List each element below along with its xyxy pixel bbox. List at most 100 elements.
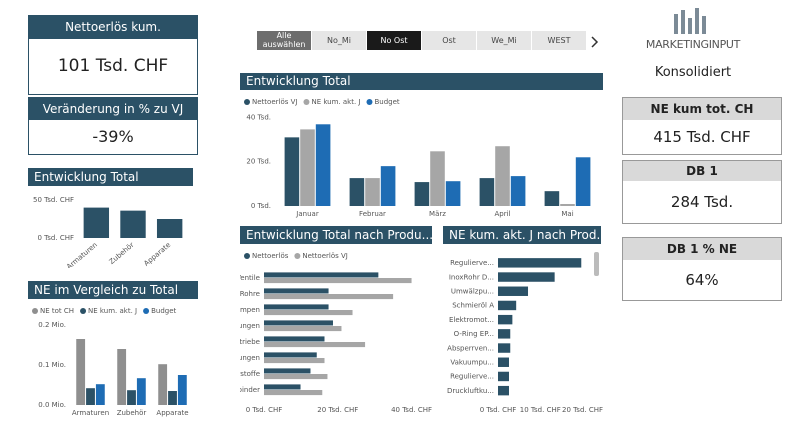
bar: [498, 286, 529, 296]
y-tick-label: 40 Tsd.: [246, 113, 271, 121]
bar: [95, 384, 105, 405]
bar: [264, 336, 325, 342]
y-tick-label: Dichtungen: [240, 322, 260, 330]
kpi-card: Veränderung in % zu VJ -39%: [28, 97, 198, 155]
bar: [498, 371, 509, 382]
bar: [498, 329, 511, 339]
kpi-title: NE kum tot. CH: [623, 98, 781, 120]
slicer-button[interactable]: WEST: [532, 31, 586, 50]
bar: [177, 375, 187, 405]
kpi-title: Nettoerlös kum.: [29, 16, 197, 39]
y-tick-label: Elektromot...: [449, 316, 494, 324]
chart: NE tot CH NE kum. akt. J Budget 0.0 Mio. 0.1…: [32, 307, 189, 417]
x-tick-label: Zubehör: [108, 241, 136, 266]
bar: [495, 146, 510, 206]
bar: [120, 210, 146, 238]
bar: [127, 390, 136, 405]
bar: [136, 378, 146, 405]
bar: [498, 300, 517, 311]
x-tick-label: 20 Tsd. CHF: [562, 406, 603, 414]
bar: [479, 178, 495, 206]
slicer-button[interactable]: Alle auswählen: [257, 31, 311, 50]
x-tick-label: April: [495, 210, 511, 218]
bar: [86, 388, 95, 405]
y-tick-label: Absperrven...: [447, 344, 494, 352]
chart-title: Entwicklung Total nach Produ...: [240, 226, 432, 244]
bar: [264, 374, 328, 380]
bar: [430, 151, 445, 206]
bar: [264, 320, 333, 326]
brand-name: MARKETINGINPUT: [645, 38, 741, 51]
bar: [315, 124, 331, 206]
kpi-card: DB 1 % NE 64%: [622, 237, 782, 301]
bar: [264, 384, 301, 390]
bar: [264, 358, 325, 364]
bar: [264, 352, 317, 358]
legend-marker: [294, 253, 301, 259]
slicer-next[interactable]: [589, 34, 601, 50]
y-tick-label: Schmieröl A: [452, 302, 494, 310]
bar: [498, 343, 511, 353]
y-tick-label: 0 Tsd. CHF: [37, 234, 74, 242]
bar: [156, 219, 183, 238]
y-tick-label: 50 Tsd. CHF: [33, 196, 74, 204]
slicer-button[interactable]: Ost: [422, 31, 476, 50]
legend-label: NE kum. akt. J: [311, 98, 360, 106]
bar: [498, 357, 509, 367]
bar: [365, 178, 380, 206]
y-tick-label: Rohre: [240, 290, 260, 298]
legend-marker: [32, 308, 38, 314]
bar: [264, 310, 353, 316]
x-tick-label: Januar: [295, 210, 319, 218]
y-tick-label: O-Ring EP...: [454, 330, 494, 338]
bar: [264, 272, 379, 278]
bar: [284, 137, 300, 206]
bar: [76, 339, 86, 405]
y-tick-label: Regulierve...: [450, 259, 494, 267]
x-tick-label: Zubehör: [117, 409, 147, 417]
x-tick-label: Armaturen: [72, 409, 109, 417]
slicer-button[interactable]: No Ost: [367, 31, 421, 50]
bar: [264, 390, 323, 396]
kpi-value: 415 Tsd. CHF: [653, 128, 751, 146]
bar: [380, 166, 396, 206]
legend-marker: [366, 99, 373, 105]
brand-subtitle: Konsolidiert: [654, 65, 732, 80]
chart: Nettoerlös Nettoerlös VJ 0 Tsd. CHF 20 Tsd.…: [240, 252, 432, 414]
chart-title: NE im Vergleich zu Total: [28, 281, 198, 299]
bar: [498, 314, 513, 325]
x-tick-label: 10 Tsd. CHF: [520, 406, 561, 414]
kpi-card: Nettoerlös kum. 101 Tsd. CHF: [28, 15, 198, 95]
chart: Nettoerlös VJ NE kum. akt. J Budget 0 Tsd. 2…: [244, 98, 591, 218]
legend-marker: [143, 308, 150, 314]
x-tick-label: Armaturen: [65, 241, 99, 268]
legend-label: NE tot CH: [40, 307, 74, 315]
y-tick-label: 0.2 Mio.: [38, 321, 66, 329]
bar: [264, 304, 329, 310]
y-tick-label: Antriebe: [240, 338, 260, 346]
x-tick-label: 40 Tsd. CHF: [391, 406, 432, 414]
x-tick-label: 0 Tsd. CHF: [246, 406, 283, 414]
x-tick-label: 0 Tsd. CHF: [480, 406, 517, 414]
chart-title: NE kum. akt. J nach Prod...: [443, 226, 601, 244]
kpi-card: NE kum tot. CH 415 Tsd. CHF: [622, 97, 782, 155]
kpi-title: DB 1: [623, 161, 781, 181]
legend-marker: [244, 253, 250, 259]
y-tick-label: Ventile: [240, 274, 260, 282]
bar: [498, 272, 555, 282]
bar: [560, 204, 575, 206]
scrollbar[interactable]: [594, 252, 599, 276]
y-tick-label: Schmierstoffe: [240, 370, 260, 378]
legend-label: Budget: [374, 98, 399, 106]
logo-icon: [674, 8, 706, 34]
slicer-button[interactable]: We_Mi: [477, 31, 531, 50]
bar: [264, 342, 366, 348]
slicer-button[interactable]: No_Mi: [312, 31, 366, 50]
chart-title: Entwicklung Total: [240, 73, 603, 90]
bar: [544, 191, 560, 206]
x-tick-label: Apparate: [142, 241, 172, 268]
kpi-value: -39%: [92, 127, 134, 146]
bar: [264, 368, 311, 374]
y-tick-label: 0.1 Mio.: [38, 361, 66, 369]
